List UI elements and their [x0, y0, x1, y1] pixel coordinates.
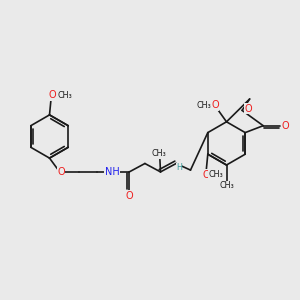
Text: H: H: [176, 164, 182, 172]
Text: CH₃: CH₃: [219, 182, 234, 190]
Text: O: O: [245, 103, 253, 114]
Text: CH₃: CH₃: [152, 149, 166, 158]
Text: O: O: [211, 100, 219, 110]
Text: O: O: [57, 167, 65, 177]
Text: O: O: [49, 90, 56, 100]
Text: CH₃: CH₃: [58, 91, 73, 100]
Text: O: O: [282, 121, 290, 131]
Text: O: O: [125, 191, 133, 201]
Text: CH₃: CH₃: [209, 170, 224, 179]
Text: CH₃: CH₃: [196, 101, 211, 110]
Text: O: O: [202, 169, 210, 180]
Text: NH: NH: [104, 167, 119, 177]
